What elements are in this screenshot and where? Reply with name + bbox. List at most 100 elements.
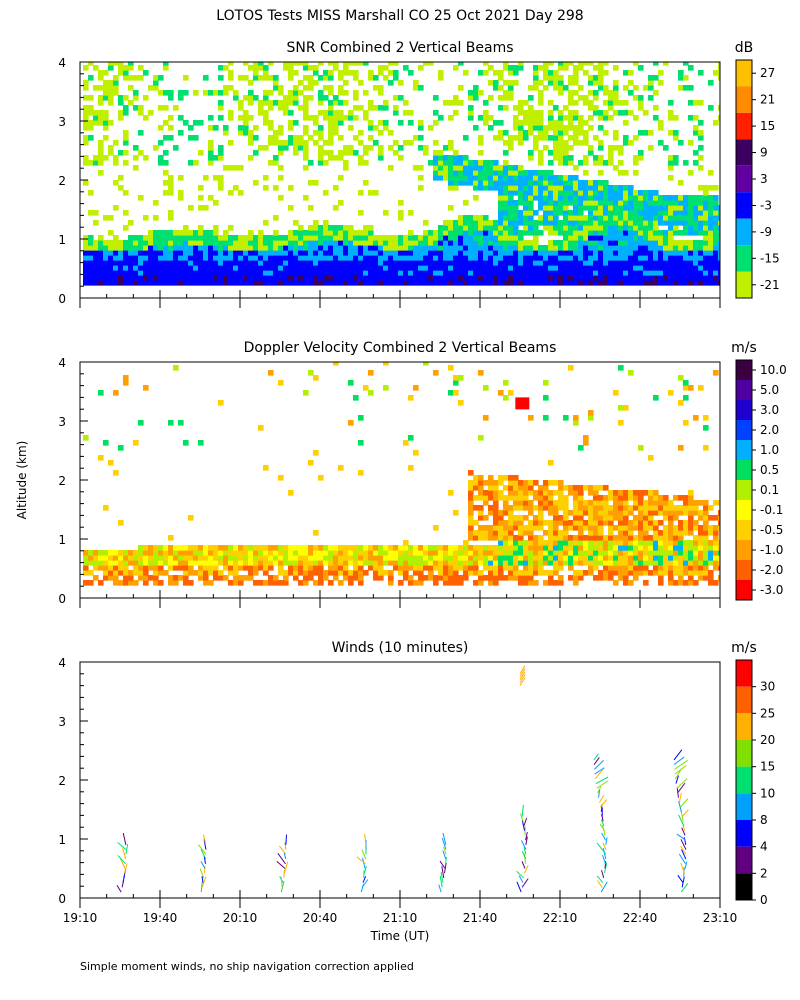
doppler-cell (138, 555, 144, 561)
snr-cell (358, 255, 364, 261)
snr-cell (598, 110, 604, 116)
snr-cell (363, 235, 369, 241)
snr-cell (188, 250, 194, 256)
snr-cell (213, 125, 219, 131)
snr-cell (638, 255, 644, 261)
snr-cell (418, 245, 424, 251)
snr-cell (438, 275, 444, 281)
snr-cell (478, 275, 484, 281)
snr-cell (278, 100, 284, 106)
snr-cell (168, 175, 174, 181)
doppler-cell (643, 535, 649, 541)
snr-cell (493, 275, 499, 281)
doppler-cell (418, 560, 424, 566)
snr-cell (658, 125, 664, 131)
snr-cell (513, 65, 519, 71)
snr-cell (558, 85, 564, 91)
snr-cell (688, 100, 694, 106)
doppler-cell (608, 535, 614, 541)
snr-cell (138, 280, 144, 286)
snr-cell (443, 220, 449, 226)
snr-cell (538, 220, 544, 226)
doppler-cell (143, 550, 149, 556)
snr-cell (268, 280, 274, 286)
snr-cell (218, 185, 224, 191)
snr-cell (533, 65, 539, 71)
doppler-cell (668, 570, 674, 576)
wind-barb (277, 852, 286, 865)
doppler-cell (178, 550, 184, 556)
snr-cell (418, 260, 424, 266)
snr-cell (588, 225, 594, 231)
doppler-cell (348, 545, 354, 551)
snr-cell (218, 150, 224, 156)
wind-barb (683, 837, 687, 846)
snr-cell (373, 240, 379, 246)
snr-cell (293, 100, 299, 106)
snr-cell (343, 240, 349, 246)
doppler-cell (328, 560, 334, 566)
doppler-cell (543, 495, 549, 501)
snr-cell (488, 175, 494, 181)
doppler-cell (543, 415, 549, 421)
snr-cell (83, 160, 89, 166)
doppler-cell (703, 530, 709, 536)
snr-cell (343, 230, 349, 236)
snr-cell (598, 65, 604, 71)
snr-cell (578, 140, 584, 146)
snr-cell (523, 135, 529, 141)
doppler-cell (688, 560, 694, 566)
snr-cell (348, 225, 354, 231)
snr-cell (703, 210, 709, 216)
doppler-cell (588, 415, 594, 421)
snr-cell (583, 265, 589, 271)
doppler-cell (478, 495, 484, 501)
snr-cell (268, 235, 274, 241)
doppler-cell (383, 570, 389, 576)
snr-cell (233, 185, 239, 191)
doppler-cell (353, 545, 359, 551)
snr-cell (83, 110, 89, 116)
snr-cell (698, 210, 704, 216)
snr-cell (263, 115, 269, 121)
doppler-cell (113, 560, 119, 566)
doppler-cell (673, 510, 679, 516)
doppler-cell (688, 510, 694, 516)
doppler-cell (408, 565, 414, 571)
wind-barb (521, 850, 527, 860)
snr-cell (693, 265, 699, 271)
doppler-cell (658, 505, 664, 511)
snr-cell (618, 225, 624, 231)
doppler-cell (578, 520, 584, 526)
doppler-cell (203, 580, 209, 586)
snr-cell (318, 235, 324, 241)
snr-cell (613, 270, 619, 276)
snr-cell (313, 70, 319, 76)
snr-cell (548, 80, 554, 86)
snr-cell (443, 255, 449, 261)
snr-cell (228, 190, 234, 196)
snr-cell (218, 175, 224, 181)
snr-cell (283, 270, 289, 276)
snr-cell (633, 195, 639, 201)
doppler-cell (633, 540, 639, 546)
snr-cell (273, 245, 279, 251)
doppler-cell (628, 570, 634, 576)
snr-cell (683, 265, 689, 271)
snr-cell (223, 165, 229, 171)
snr-cell (113, 250, 119, 256)
snr-cell (193, 250, 199, 256)
snr-cell (573, 185, 579, 191)
doppler-cell (493, 555, 499, 561)
snr-cell (538, 180, 544, 186)
doppler-cell (503, 380, 509, 386)
snr-cell (538, 250, 544, 256)
snr-cell (513, 115, 519, 121)
snr-cell (128, 245, 134, 251)
snr-cell (148, 275, 154, 281)
doppler-cell (598, 485, 604, 491)
doppler-cell (408, 435, 414, 441)
snr-cell (513, 205, 519, 211)
doppler-cell (613, 570, 619, 576)
snr-cell (573, 135, 579, 141)
